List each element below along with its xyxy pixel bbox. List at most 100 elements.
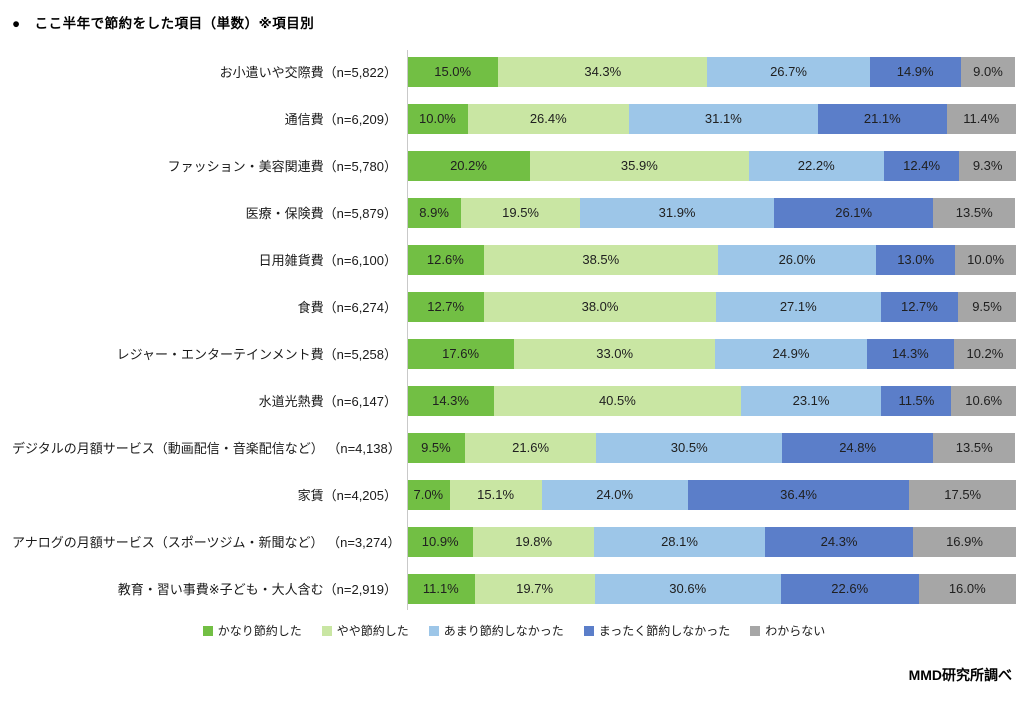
bar-segment-did-not-save-much: 26.0% — [717, 244, 877, 275]
bar-segment-saved-somewhat: 35.9% — [530, 150, 749, 181]
bar-segment-dont-know: 10.2% — [953, 338, 1016, 369]
bar-segment-did-not-save-much: 26.7% — [707, 56, 870, 87]
bar-segment-saved-a-lot: 17.6% — [407, 338, 515, 369]
category-label: 食費（n=6,274） — [297, 300, 397, 315]
segment-value: 36.4% — [780, 487, 817, 502]
segment-value: 21.1% — [863, 111, 901, 126]
segment-value: 11.5% — [898, 393, 935, 408]
segment-value: 24.9% — [772, 346, 810, 361]
segment-value: 30.5% — [670, 440, 708, 455]
bar-segment-dont-know: 9.0% — [960, 56, 1016, 87]
segment-value: 19.7% — [516, 581, 554, 596]
bar-stack: 12.7% 38.0% 27.1% 12.7% 9.5% — [407, 291, 1016, 322]
segment-value: 19.5% — [502, 205, 539, 220]
chart-row: 医療・保険費（n=5,879） 8.9% 19.5% 31.9% 26.1% 13.5% — [12, 189, 1016, 236]
segment-value: 26.1% — [835, 205, 873, 220]
bar-segment-did-not-save-at-all: 12.7% — [880, 291, 959, 322]
bar-segment-did-not-save-at-all: 36.4% — [687, 479, 910, 510]
segment-value: 10.0% — [967, 252, 1005, 267]
bar-stack: 8.9% 19.5% 31.9% 26.1% 13.5% — [407, 197, 1016, 228]
bar-segment-saved-a-lot: 10.0% — [407, 103, 468, 134]
bar-segment-did-not-save-at-all: 12.4% — [883, 150, 960, 181]
category-label: 水道光熱費（n=6,147） — [258, 394, 397, 409]
bar-segment-dont-know: 9.3% — [959, 150, 1016, 181]
chart-row: 教育・習い事費※子ども・大人含む（n=2,919） 11.1% 19.7% 30.6%… — [12, 565, 1016, 612]
chart-row: アナログの月額サービス（スポーツジム・新聞など） （n=3,274） 10.9% 1… — [12, 518, 1016, 565]
segment-value: 28.1% — [661, 534, 698, 549]
segment-value: 15.1% — [477, 487, 515, 502]
legend-swatch — [583, 625, 594, 636]
segment-value: 30.6% — [669, 581, 707, 596]
bar-segment-saved-somewhat: 38.5% — [483, 244, 718, 275]
bar-segment-saved-somewhat: 19.8% — [473, 526, 594, 557]
chart-row: デジタルの月額サービス（動画配信・音楽配信など） （n=4,138） 9.5% 21… — [12, 424, 1016, 471]
bar-stack: 9.5% 21.6% 30.5% 24.8% 13.5% — [407, 432, 1016, 463]
chart-row: お小遣いや交際費（n=5,822） 15.0% 34.3% 26.7% 14.9% 9.0… — [12, 48, 1016, 95]
bar-segment-saved-a-lot: 10.9% — [407, 526, 474, 557]
category-label: お小遣いや交際費（n=5,822） — [219, 65, 397, 80]
bar-segment-did-not-save-much: 27.1% — [715, 291, 881, 322]
segment-value: 9.5% — [972, 299, 1002, 314]
bar-segment-saved-a-lot: 15.0% — [407, 56, 499, 87]
segment-value: 7.0% — [413, 487, 444, 502]
bar-segment-saved-somewhat: 21.6% — [464, 432, 597, 463]
segment-value: 13.5% — [955, 440, 993, 455]
segment-value: 20.2% — [450, 158, 487, 173]
segment-value: 10.2% — [966, 346, 1004, 361]
category-label: 家賃（n=4,205） — [297, 488, 397, 503]
bar-segment-did-not-save-at-all: 24.8% — [782, 432, 934, 463]
legend-item-did-not-save-at-all: まったく節約しなかった — [583, 622, 730, 639]
bar-segment-dont-know: 11.4% — [946, 103, 1016, 134]
page-title: ● ここ半年で節約をした項目（単数）※項目別 — [12, 16, 315, 31]
bar-segment-dont-know: 16.0% — [918, 573, 1016, 604]
category-label: 日用雑貨費（n=6,100） — [258, 253, 397, 268]
segment-value: 10.6% — [965, 393, 1003, 408]
legend-swatch — [202, 625, 213, 636]
bar-stack: 17.6% 33.0% 24.9% 14.3% 10.2% — [407, 338, 1016, 369]
bar-stack: 14.3% 40.5% 23.1% 11.5% 10.6% — [407, 385, 1016, 416]
segment-value: 10.9% — [421, 534, 459, 549]
bar-segment-dont-know: 17.5% — [909, 479, 1016, 510]
segment-value: 26.7% — [770, 64, 807, 79]
legend-item-saved-somewhat: やや節約した — [321, 622, 409, 639]
bar-segment-did-not-save-much: 28.1% — [593, 526, 766, 557]
bar-segment-dont-know: 10.6% — [951, 385, 1016, 416]
bar-segment-did-not-save-at-all: 21.1% — [818, 103, 947, 134]
bar-segment-saved-somewhat: 15.1% — [449, 479, 542, 510]
bar-segment-saved-somewhat: 26.4% — [467, 103, 629, 134]
segment-value: 10.0% — [419, 111, 456, 126]
bar-segment-saved-somewhat: 38.0% — [484, 291, 716, 322]
category-label: 教育・習い事費※子ども・大人含む（n=2,919） — [117, 582, 397, 597]
chart-row: 日用雑貨費（n=6,100） 12.6% 38.5% 26.0% 13.0% 10.0% — [12, 236, 1017, 283]
bar-segment-dont-know: 10.0% — [955, 244, 1017, 275]
segment-value: 17.5% — [944, 487, 982, 502]
bar-stack: 10.0% 26.4% 31.1% 21.1% 11.4% — [407, 103, 1016, 134]
legend-label: あまり節約しなかった — [443, 624, 564, 638]
segment-value: 14.3% — [891, 346, 929, 361]
segment-value: 14.3% — [432, 393, 469, 408]
bar-segment-did-not-save-much: 30.5% — [596, 432, 783, 463]
chart-row: 通信費（n=6,209） 10.0% 26.4% 31.1% 21.1% 11.4% — [12, 95, 1016, 142]
segment-value: 22.2% — [797, 158, 835, 173]
segment-value: 38.5% — [582, 252, 620, 267]
bar-segment-saved-somewhat: 33.0% — [514, 338, 716, 369]
bar-segment-saved-a-lot: 12.6% — [407, 244, 484, 275]
bar-segment-dont-know: 9.5% — [958, 291, 1016, 322]
bar-segment-did-not-save-at-all: 26.1% — [774, 197, 934, 228]
category-label: アナログの月額サービス（スポーツジム・新聞など） （n=3,274） — [12, 535, 401, 550]
bar-segment-saved-somewhat: 40.5% — [494, 385, 741, 416]
bar-segment-did-not-save-at-all: 11.5% — [881, 385, 952, 416]
bar-segment-saved-a-lot: 8.9% — [407, 197, 462, 228]
bar-stack: 20.2% 35.9% 22.2% 12.4% 9.3% — [407, 150, 1016, 181]
segment-value: 24.8% — [839, 440, 877, 455]
legend-swatch — [750, 625, 761, 636]
segment-value: 26.4% — [529, 111, 567, 126]
bar-segment-did-not-save-at-all: 14.3% — [866, 338, 954, 369]
bar-segment-did-not-save-at-all: 22.6% — [780, 573, 919, 604]
segment-value: 27.1% — [779, 299, 817, 314]
legend-item-dont-know: わからない — [750, 622, 825, 639]
chart-row: レジャー・エンターテインメント費（n=5,258） 17.6% 33.0% 24.9%… — [12, 330, 1016, 377]
segment-value: 31.9% — [658, 205, 696, 220]
bar-segment-did-not-save-much: 24.0% — [541, 479, 688, 510]
bar-segment-saved-a-lot: 12.7% — [407, 291, 485, 322]
